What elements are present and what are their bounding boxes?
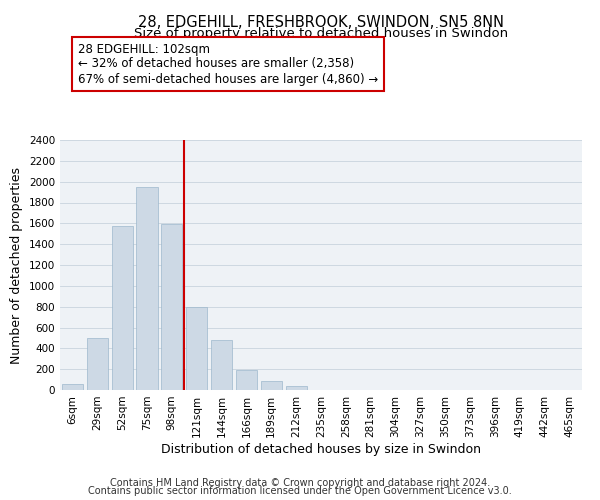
Text: Size of property relative to detached houses in Swindon: Size of property relative to detached ho… (134, 28, 508, 40)
Bar (211, 340, 232, 390)
Y-axis label: Number of detached properties: Number of detached properties (10, 166, 23, 364)
Bar (186, 306, 207, 390)
Text: 28 EDGEHILL: 102sqm
← 32% of detached houses are smaller (2,358)
67% of semi-det: 28 EDGEHILL: 102sqm ← 32% of detached ho… (78, 42, 378, 86)
Bar (62, 384, 83, 390)
Bar (286, 386, 307, 390)
Bar (161, 224, 182, 390)
Bar (112, 226, 133, 390)
Bar (261, 380, 282, 390)
X-axis label: Distribution of detached houses by size in Swindon: Distribution of detached houses by size … (161, 442, 481, 456)
Bar (236, 370, 257, 390)
Text: Contains HM Land Registry data © Crown copyright and database right 2024.: Contains HM Land Registry data © Crown c… (110, 478, 490, 488)
Text: Contains public sector information licensed under the Open Government Licence v3: Contains public sector information licen… (88, 486, 512, 496)
Bar (87, 338, 108, 390)
Text: 28, EDGEHILL, FRESHBROOK, SWINDON, SN5 8NN: 28, EDGEHILL, FRESHBROOK, SWINDON, SN5 8… (138, 15, 504, 30)
Bar (136, 187, 158, 390)
